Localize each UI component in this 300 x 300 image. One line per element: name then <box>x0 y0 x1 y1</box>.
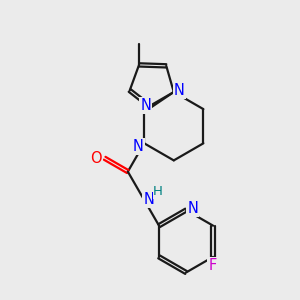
Text: N: N <box>174 83 184 98</box>
Text: N: N <box>143 192 154 207</box>
Text: F: F <box>208 258 217 273</box>
Text: N: N <box>187 201 198 216</box>
Text: O: O <box>91 151 102 166</box>
Text: N: N <box>140 98 151 113</box>
Text: N: N <box>133 139 144 154</box>
Text: H: H <box>153 185 163 198</box>
